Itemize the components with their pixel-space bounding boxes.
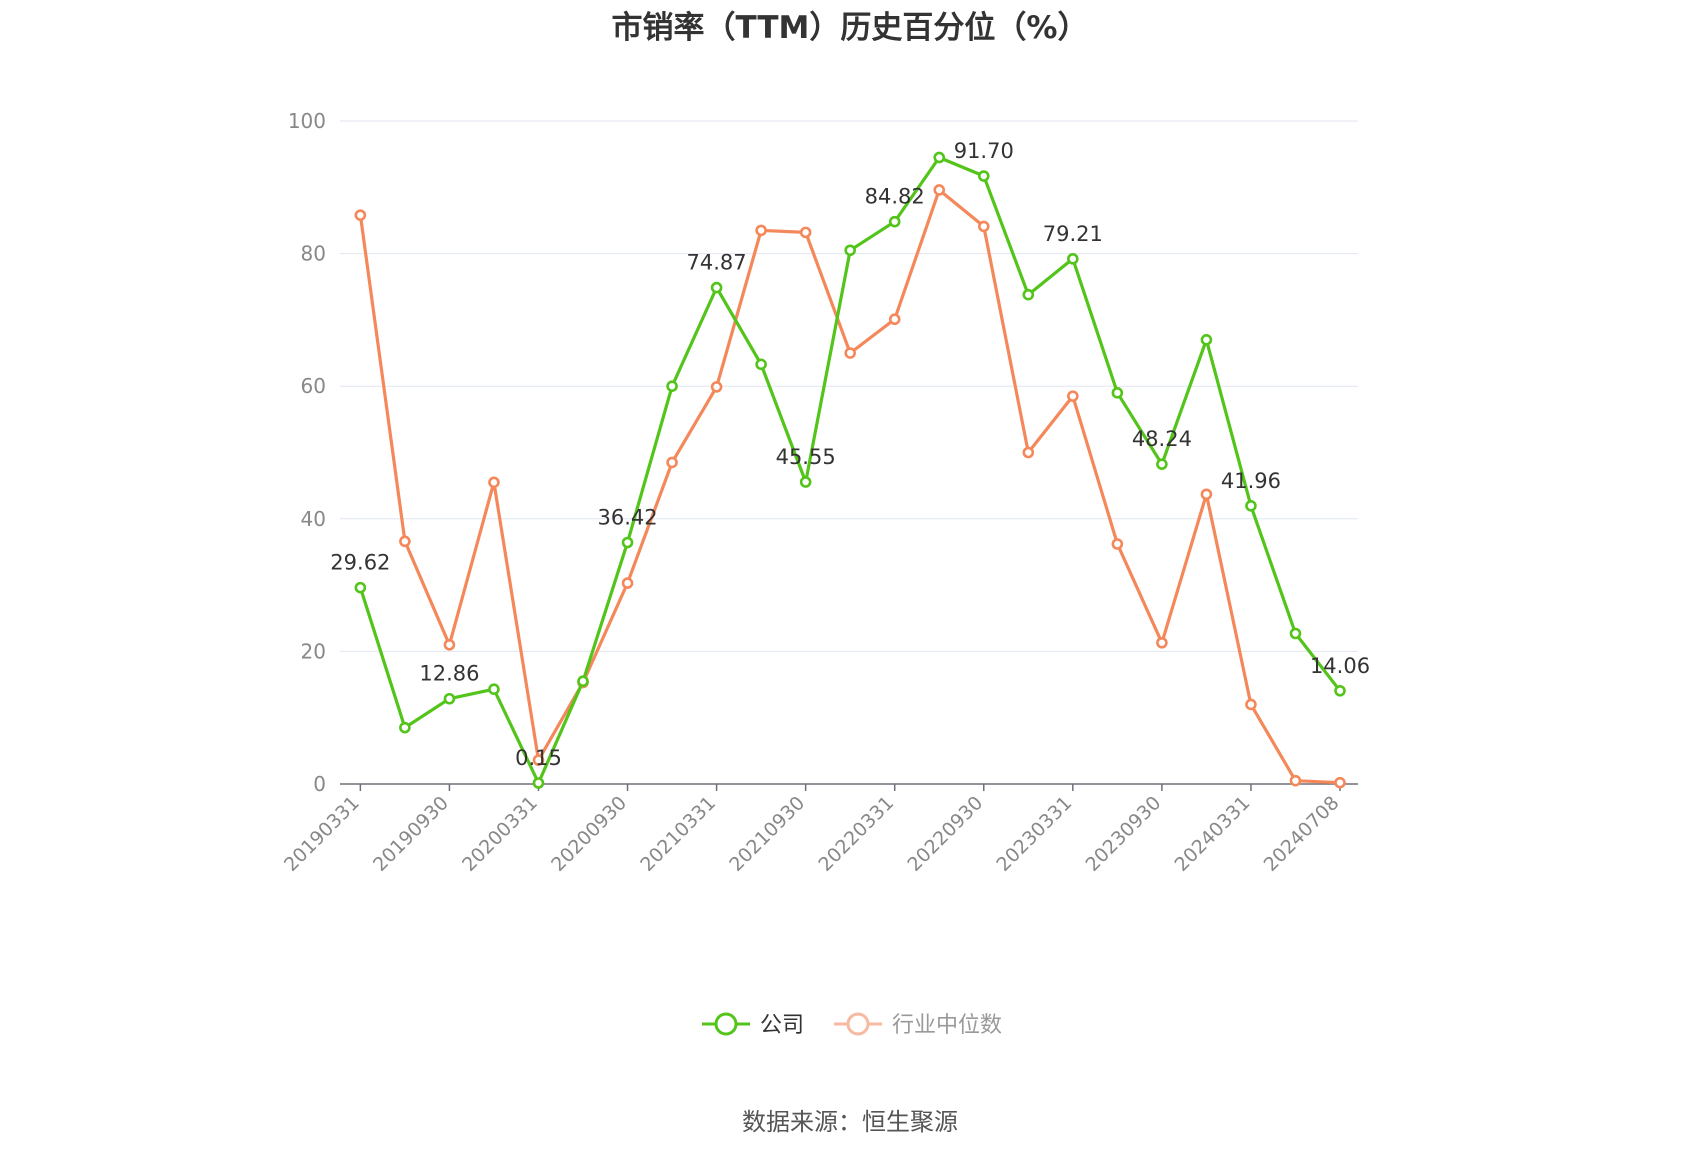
point-company-20230930 bbox=[1156, 458, 1168, 470]
x-tick-label-20230331: 20230331 bbox=[992, 792, 1076, 876]
point-industry-20220331 bbox=[888, 313, 901, 326]
legend-item-company[interactable]: 公司 bbox=[702, 1012, 804, 1038]
chart-title: 市销率（TTM）历史百分位（%） bbox=[612, 10, 1089, 46]
point-company-20230331 bbox=[1067, 253, 1079, 265]
point-industry-20200331 bbox=[532, 754, 545, 766]
point-company-20190630 bbox=[399, 721, 411, 734]
data-label-20220930: 91.70 bbox=[954, 139, 1014, 163]
point-industry-20211231 bbox=[844, 347, 856, 359]
point-company-20240708 bbox=[1334, 684, 1346, 697]
data-label-20210331: 74.87 bbox=[687, 251, 747, 275]
legend-industry-marker bbox=[846, 1012, 870, 1036]
legend-company-label: 公司 bbox=[760, 1013, 804, 1038]
data-label-20190930: 12.86 bbox=[419, 662, 479, 686]
grid-lines: 0 20 40 60 80 100 bbox=[288, 109, 1358, 796]
x-tick-label-20200331: 20200331 bbox=[458, 792, 542, 876]
y-tick-label-80: 80 bbox=[301, 242, 326, 266]
point-company-20220930 bbox=[977, 170, 990, 182]
point-industry-20190331 bbox=[354, 209, 367, 221]
x-tick-label-20190331: 20190331 bbox=[280, 792, 364, 876]
y-tick-label-60: 60 bbox=[301, 374, 326, 398]
x-tick-label-20240708: 20240708 bbox=[1260, 792, 1344, 876]
data-label-20200331: 0.15 bbox=[515, 746, 562, 770]
point-industry-20230331 bbox=[1067, 390, 1079, 402]
data-label-20200930: 36.42 bbox=[597, 506, 657, 530]
point-industry-20240630 bbox=[1289, 774, 1302, 787]
point-company-20200630 bbox=[577, 675, 589, 688]
point-company-20201231 bbox=[666, 380, 678, 393]
point-company-20220630 bbox=[933, 151, 946, 164]
point-industry-20230630 bbox=[1111, 538, 1124, 550]
y-tick-label-0: 0 bbox=[313, 772, 326, 796]
point-company-20210930 bbox=[799, 476, 812, 488]
x-tick-label-20190930: 20190930 bbox=[369, 792, 453, 876]
x-tick-label-20240331: 20240331 bbox=[1171, 792, 1255, 876]
point-industry-20190930 bbox=[443, 638, 456, 651]
point-industry-20201231 bbox=[666, 456, 678, 469]
legend-company-marker bbox=[714, 1012, 738, 1036]
x-tick-label-20210331: 20210331 bbox=[636, 792, 720, 876]
y-tick-label-100: 100 bbox=[288, 109, 326, 133]
point-company-20190331 bbox=[354, 581, 367, 594]
y-tick-label-40: 40 bbox=[301, 507, 326, 531]
point-industry-20190630 bbox=[399, 535, 411, 548]
data-label-20240708: 14.06 bbox=[1310, 654, 1370, 678]
point-company-20200331 bbox=[532, 777, 545, 789]
x-tick-label-20200930: 20200930 bbox=[547, 792, 631, 876]
data-label-20220331: 84.82 bbox=[865, 185, 925, 209]
point-industry-20210630 bbox=[755, 224, 767, 237]
x-tick-label-20220930: 20220930 bbox=[903, 792, 987, 876]
point-industry-20210930 bbox=[799, 226, 812, 239]
data-label-20240331: 41.96 bbox=[1221, 469, 1281, 493]
legend: 公司 行业中位数 bbox=[702, 1012, 1002, 1038]
point-industry-20240708 bbox=[1334, 776, 1346, 789]
point-company-20211231 bbox=[844, 244, 856, 257]
data-label-20230930: 48.24 bbox=[1132, 427, 1192, 451]
point-company-20190930 bbox=[443, 692, 456, 705]
point-company-20240630 bbox=[1289, 627, 1302, 640]
series-lines bbox=[354, 151, 1346, 789]
point-company-20200930 bbox=[621, 536, 634, 549]
x-tick-label-20220331: 20220331 bbox=[814, 792, 898, 876]
data-label-20230331: 79.21 bbox=[1043, 222, 1103, 246]
point-industry-20200930 bbox=[621, 577, 634, 589]
series-line-industry bbox=[358, 188, 1342, 785]
point-industry-20220630 bbox=[933, 184, 946, 196]
point-company-20221231 bbox=[1022, 288, 1035, 301]
point-industry-20240331 bbox=[1245, 698, 1257, 711]
point-company-20191231 bbox=[488, 683, 500, 695]
legend-item-industry[interactable]: 行业中位数 bbox=[834, 1012, 1002, 1038]
data-labels: 29.62 12.86 0.15 36.42 74.87 45.55 84.82 91.70 7… bbox=[330, 139, 1370, 770]
point-industry-20221231 bbox=[1022, 446, 1035, 459]
data-label-20190331: 29.62 bbox=[330, 551, 390, 575]
data-label-20210930: 45.55 bbox=[776, 445, 836, 469]
y-tick-label-20: 20 bbox=[301, 639, 326, 663]
point-company-20230630 bbox=[1111, 387, 1124, 399]
x-tick-label-20230930: 20230930 bbox=[1081, 792, 1165, 876]
x-tick-label-20210930: 20210930 bbox=[725, 792, 809, 876]
legend-industry-label: 行业中位数 bbox=[892, 1013, 1002, 1038]
point-company-20210331 bbox=[710, 281, 723, 294]
point-company-20240331 bbox=[1245, 500, 1257, 512]
point-company-20220331 bbox=[888, 215, 901, 228]
point-industry-20231231 bbox=[1200, 488, 1213, 501]
point-industry-20220930 bbox=[977, 220, 990, 233]
point-company-20231231 bbox=[1200, 333, 1213, 346]
point-industry-20230930 bbox=[1156, 636, 1168, 649]
x-axis: 20190331 20190930 20200331 20200930 20210331… bbox=[280, 783, 1358, 876]
point-industry-20210331 bbox=[710, 381, 723, 393]
data-source: 数据来源：恒生聚源 bbox=[742, 1108, 958, 1136]
point-company-20210630 bbox=[755, 358, 767, 371]
point-industry-20191231 bbox=[488, 476, 500, 489]
